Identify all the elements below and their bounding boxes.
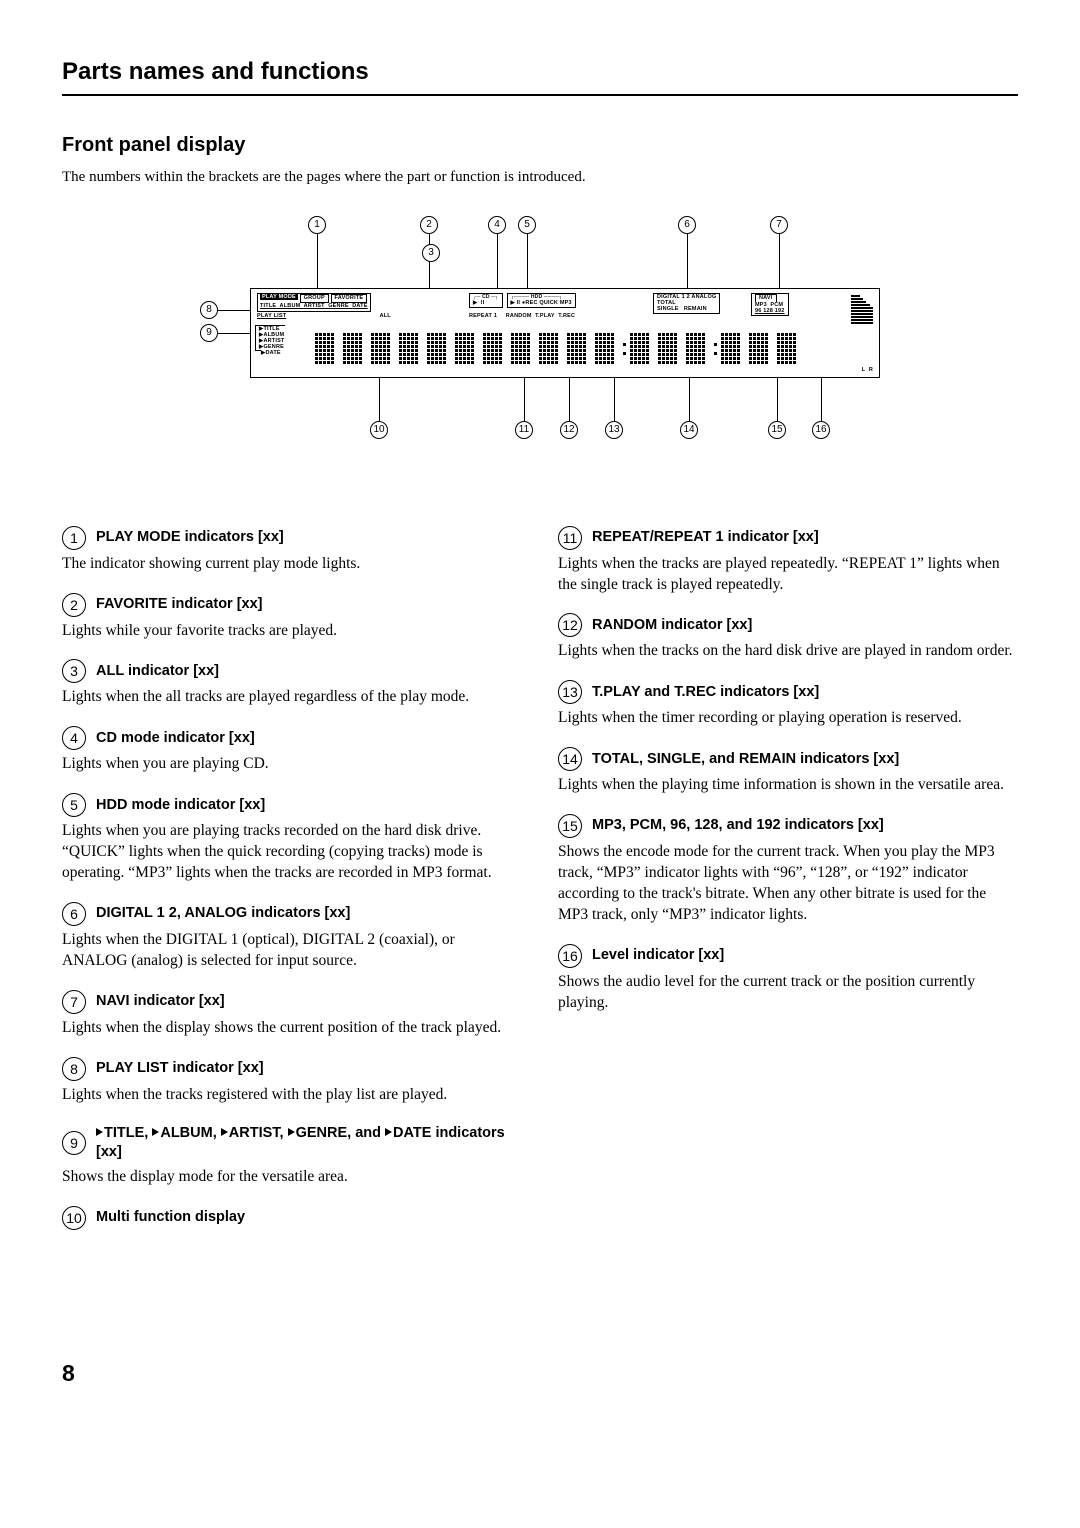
level-meter-icon <box>851 295 873 325</box>
item-number: 4 <box>62 726 86 750</box>
item-11: 11 REPEAT/REPEAT 1 indicator [xx] Lights w… <box>558 526 1018 596</box>
item-number: 6 <box>62 902 86 926</box>
item-title: PLAY LIST indicator [xx] <box>96 1059 264 1079</box>
item-number: 8 <box>62 1057 86 1081</box>
item-number: 9 <box>62 1131 86 1155</box>
item-6: 6 DIGITAL 1 2, ANALOG indicators [xx] Ligh… <box>62 902 522 972</box>
item-body: Lights while your favorite tracks are pl… <box>62 621 522 642</box>
item-body: Lights when the tracks on the hard disk … <box>558 641 1018 662</box>
item-title: Multi function display <box>96 1208 245 1228</box>
item-number: 12 <box>558 613 582 637</box>
item-number: 3 <box>62 659 86 683</box>
item-body: Lights when the tracks registered with t… <box>62 1085 522 1106</box>
item-body: The indicator showing current play mode … <box>62 554 522 575</box>
item-body: Lights when you are playing CD. <box>62 754 522 775</box>
intro-text: The numbers within the brackets are the … <box>62 167 1018 187</box>
item-5: 5 HDD mode indicator [xx] Lights when you … <box>62 793 522 884</box>
item-title: PLAY MODE indicators [xx] <box>96 528 284 548</box>
item-4: 4 CD mode indicator [xx] Lights when you a… <box>62 726 522 775</box>
item-14: 14 TOTAL, SINGLE, and REMAIN indicators [… <box>558 747 1018 796</box>
item-number: 7 <box>62 990 86 1014</box>
item-title: MP3, PCM, 96, 128, and 192 indicators [x… <box>592 816 884 836</box>
item-body: Shows the encode mode for the current tr… <box>558 842 1018 926</box>
front-panel-diagram: 1 2 3 4 5 6 7 8 9 10 11 12 13 14 15 16 <box>62 216 1018 466</box>
item-title: T.PLAY and T.REC indicators [xx] <box>592 683 819 703</box>
side-mode-labels: ▶TITLE ▶ALBUM ▶ARTIST ▶GENRE ▶DATE <box>255 325 285 356</box>
item-title: FAVORITE indicator [xx] <box>96 595 263 615</box>
item-number: 14 <box>558 747 582 771</box>
item-body: Shows the display mode for the versatile… <box>62 1167 522 1188</box>
item-number: 10 <box>62 1206 86 1230</box>
divider <box>62 94 1018 96</box>
item-title: TITLE, ALBUM, ARTIST, GENRE, and DATE in… <box>96 1124 522 1163</box>
item-title: CD mode indicator [xx] <box>96 729 255 749</box>
item-1: 1 PLAY MODE indicators [xx] The indicator … <box>62 526 522 575</box>
item-15: 15 MP3, PCM, 96, 128, and 192 indicators … <box>558 814 1018 926</box>
item-number: 5 <box>62 793 86 817</box>
item-title: DIGITAL 1 2, ANALOG indicators [xx] <box>96 904 350 924</box>
item-title: HDD mode indicator [xx] <box>96 796 265 816</box>
item-body: Lights when the timer recording or playi… <box>558 708 1018 729</box>
item-16: 16 Level indicator [xx] Shows the audio le… <box>558 944 1018 1014</box>
item-12: 12 RANDOM indicator [xx] Lights when the t… <box>558 613 1018 662</box>
item-number: 13 <box>558 680 582 704</box>
item-body: Lights when the display shows the curren… <box>62 1018 522 1039</box>
item-8: 8 PLAY LIST indicator [xx] Lights when the… <box>62 1057 522 1106</box>
item-2: 2 FAVORITE indicator [xx] Lights while you… <box>62 593 522 642</box>
item-title: Level indicator [xx] <box>592 946 724 966</box>
item-number: 11 <box>558 526 582 550</box>
item-title: NAVI indicator [xx] <box>96 992 225 1012</box>
item-number: 1 <box>62 526 86 550</box>
item-13: 13 T.PLAY and T.REC indicators [xx] Lights… <box>558 680 1018 729</box>
item-number: 16 <box>558 944 582 968</box>
dot-matrix-area <box>315 328 869 370</box>
item-title: TOTAL, SINGLE, and REMAIN indicators [xx… <box>592 750 899 770</box>
item-title: RANDOM indicator [xx] <box>592 616 752 636</box>
item-title: ALL indicator [xx] <box>96 662 219 682</box>
item-3: 3 ALL indicator [xx] Lights when the all t… <box>62 659 522 708</box>
item-body: Shows the audio level for the current tr… <box>558 972 1018 1014</box>
display-panel: PLAY MODE GROUP FAVORITE TITLE ALBUM ART… <box>250 288 880 378</box>
item-10: 10 Multi function display <box>62 1206 522 1230</box>
section-title: Front panel display <box>62 132 1018 159</box>
item-7: 7 NAVI indicator [xx] Lights when the disp… <box>62 990 522 1039</box>
right-column: 11 REPEAT/REPEAT 1 indicator [xx] Lights w… <box>558 526 1018 1248</box>
item-title: REPEAT/REPEAT 1 indicator [xx] <box>592 528 819 548</box>
item-body: Lights when the DIGITAL 1 (optical), DIG… <box>62 930 522 972</box>
item-body: Lights when the all tracks are played re… <box>62 687 522 708</box>
item-9: 9 TITLE, ALBUM, ARTIST, GENRE, and DATE i… <box>62 1124 522 1188</box>
left-column: 1 PLAY MODE indicators [xx] The indicator … <box>62 526 522 1248</box>
item-body: Lights when you are playing tracks recor… <box>62 821 522 884</box>
item-number: 15 <box>558 814 582 838</box>
item-body: Lights when the playing time information… <box>558 775 1018 796</box>
chapter-title: Parts names and functions <box>62 56 1018 88</box>
item-number: 2 <box>62 593 86 617</box>
page-number: 8 <box>62 1358 1018 1389</box>
item-body: Lights when the tracks are played repeat… <box>558 554 1018 596</box>
